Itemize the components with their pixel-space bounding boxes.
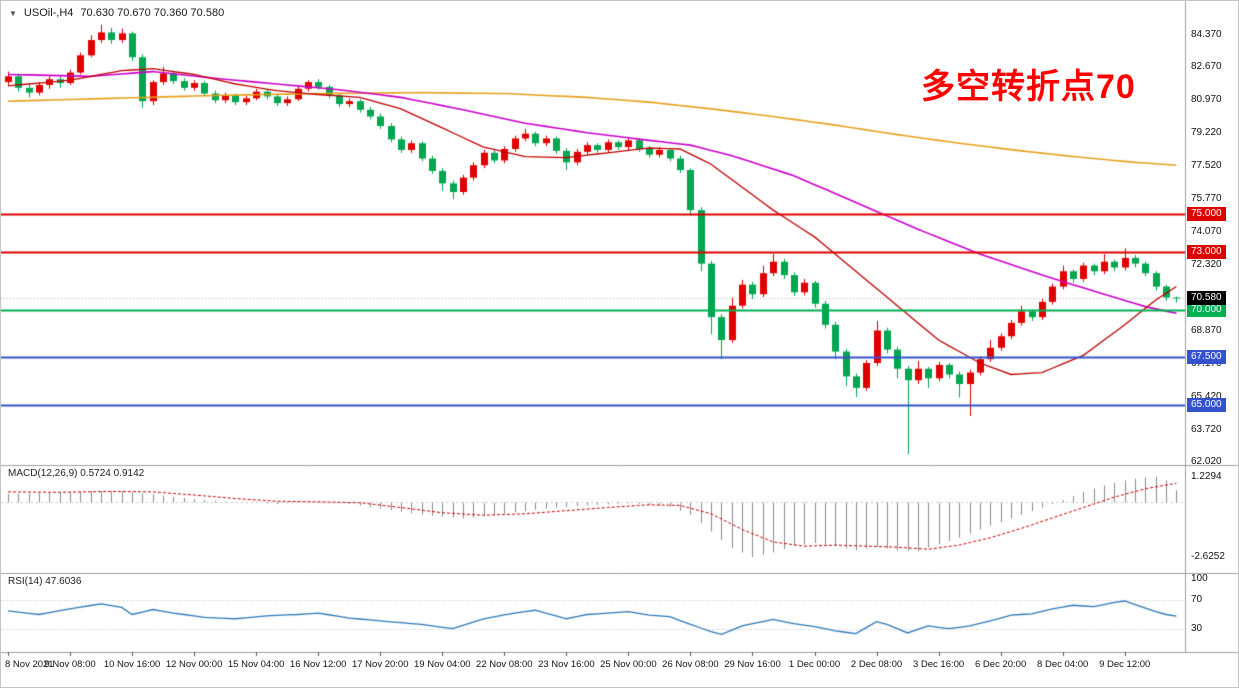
rsi-axis-label: 70 <box>1191 594 1203 606</box>
time-axis-label: 1 Dec 00:00 <box>788 659 841 670</box>
time-axis-label: 6 Dec 20:00 <box>975 659 1027 670</box>
price-level-tag: 70.000 <box>1187 302 1226 317</box>
chart-annotation: 多空转折点70 <box>921 68 1136 106</box>
rsi-indicator-label: RSI(14) 47.6036 <box>8 576 82 587</box>
rsi-axis-label: 100 <box>1191 573 1208 584</box>
price-axis-label: 79.220 <box>1191 127 1222 139</box>
macd-axis-label: 1.2294 <box>1191 470 1222 482</box>
macd-axis-label: -2.6252 <box>1191 551 1225 563</box>
time-axis-label: 8 Nov 2021 <box>5 659 54 670</box>
price-level-tag: 75.000 <box>1187 206 1226 221</box>
current-price-tag: 70.580 <box>1187 291 1226 306</box>
time-axis-label: 9 Dec 12:00 <box>1099 659 1151 670</box>
price-level-tag: 73.000 <box>1187 245 1226 260</box>
time-axis-label: 9 Nov 08:00 <box>44 659 96 670</box>
time-axis-label: 29 Nov 16:00 <box>724 659 781 670</box>
price-axis-label: 80.970 <box>1191 93 1222 105</box>
time-axis-label: 16 Nov 12:00 <box>289 659 347 670</box>
time-axis-label: 23 Nov 16:00 <box>538 659 595 670</box>
price-axis-label: 62.020 <box>1191 456 1222 467</box>
symbol-info-bar: ▼ USOil-,H4 70.630 70.670 70.360 70.580 <box>9 7 224 19</box>
price-axis-label: 63.720 <box>1191 423 1222 435</box>
time-axis-label: 10 Nov 16:00 <box>103 659 161 670</box>
price-axis-label: 82.670 <box>1191 61 1222 73</box>
ohlc-values: 70.630 70.670 70.360 70.580 <box>80 7 225 19</box>
time-axis-label: 22 Nov 08:00 <box>476 659 533 670</box>
price-axis-label: 77.520 <box>1191 159 1222 171</box>
price-axis-label: 74.070 <box>1191 225 1222 237</box>
one-click-expander-icon[interactable]: ▼ <box>9 8 17 18</box>
time-axis-label: 26 Nov 08:00 <box>662 659 719 670</box>
price-level-tag: 65.000 <box>1187 398 1226 413</box>
time-axis-label: 2 Dec 08:00 <box>850 659 903 670</box>
price-level-tag: 67.500 <box>1187 350 1226 365</box>
time-axis-label: 8 Dec 04:00 <box>1037 659 1089 670</box>
price-axis-label: 68.870 <box>1191 325 1222 337</box>
time-axis-label: 12 Nov 00:00 <box>165 659 223 670</box>
price-axis-label: 65.420 <box>1191 391 1222 403</box>
price-axis-label: 84.370 <box>1191 28 1222 40</box>
time-axis-label: 3 Dec 16:00 <box>912 659 965 670</box>
price-axis-label: 75.770 <box>1191 193 1222 205</box>
time-axis-label: 15 Nov 04:00 <box>227 659 285 670</box>
time-axis-label: 25 Nov 00:00 <box>600 659 657 670</box>
time-axis-label: 17 Nov 20:00 <box>351 659 409 670</box>
rsi-axis-label: 30 <box>1191 622 1203 634</box>
symbol-timeframe: USOil-,H4 <box>23 7 74 19</box>
time-axis-label: 19 Nov 04:00 <box>414 659 471 670</box>
macd-indicator-label: MACD(12,26,9) 0.5724 0.9142 <box>8 468 145 479</box>
price-axis-label: 72.320 <box>1191 259 1222 271</box>
